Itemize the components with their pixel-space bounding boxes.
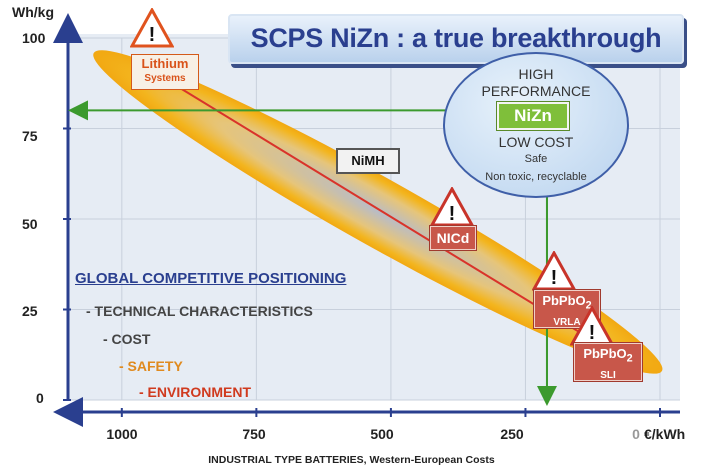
svg-text:!: !	[149, 24, 156, 46]
bubble-high-performance: HIGH PERFORMANCE	[445, 66, 627, 100]
y-tick-label: 50	[22, 216, 38, 232]
x-axis-unit: €/kWh	[644, 426, 686, 442]
svg-text:!: !	[589, 322, 596, 344]
warning-icon: !	[430, 187, 474, 227]
x-tick-label: 750	[242, 426, 266, 442]
title-banner: SCPS NiZn : a true breakthrough	[228, 14, 684, 64]
point-label-nicd: NICd	[430, 226, 476, 250]
x-axis-title: INDUSTRIAL TYPE BATTERIES, Western-Europ…	[208, 454, 495, 466]
point-label-nimh: NiMH	[336, 148, 400, 174]
y-tick-label: 0	[36, 390, 44, 406]
bubble-note: Non toxic, recyclable	[485, 171, 587, 183]
positioning-item: - TECHNICAL CHARACTERISTICS	[86, 303, 313, 319]
nizn-highlight-bubble: HIGH PERFORMANCE NiZn LOW COST Safe Non …	[443, 52, 629, 198]
positioning-item: - ENVIRONMENT	[139, 384, 251, 400]
trend-band	[93, 50, 663, 374]
y-tick-label: 75	[22, 128, 38, 144]
svg-text:!: !	[551, 267, 558, 289]
y-tick-label: 100	[22, 30, 46, 46]
nizn-badge: NiZn	[496, 101, 570, 131]
bubble-line: HIGH	[518, 66, 554, 82]
positioning-item: - SAFETY	[119, 358, 183, 374]
x-tick-label: 250	[500, 426, 524, 442]
point-label-pbpbo2-sli: PbPbO2 SLI	[574, 343, 642, 381]
warning-icon: !	[532, 251, 576, 291]
trend-arrow	[150, 69, 608, 350]
x-tick-label: 0	[632, 426, 640, 442]
x-tick-label: 500	[370, 426, 394, 442]
svg-text:!: !	[449, 203, 456, 225]
x-tick-label: 1000	[106, 426, 138, 442]
bubble-note: Safe	[524, 153, 548, 165]
positioning-title: GLOBAL COMPETITIVE POSITIONING	[75, 270, 347, 287]
point-label-lithium: Lithium Systems	[131, 54, 199, 90]
bubble-line: PERFORMANCE	[481, 83, 591, 99]
y-axis-label: Wh/kg	[12, 4, 54, 20]
warning-icon: !	[130, 8, 174, 48]
warning-icon: !	[570, 306, 614, 346]
y-tick-label: 25	[22, 303, 38, 319]
chart-title: SCPS NiZn : a true breakthrough	[250, 23, 662, 53]
positioning-item: - COST	[103, 331, 151, 347]
bubble-low-cost: LOW COST	[498, 134, 574, 150]
